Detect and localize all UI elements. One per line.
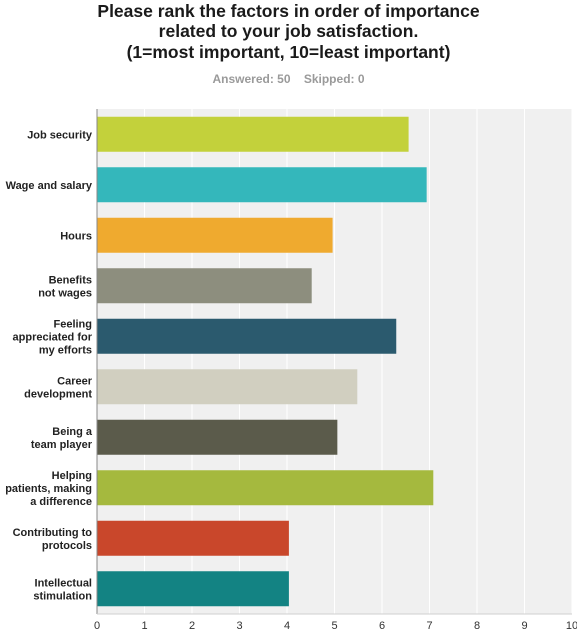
category-label-4-1: appreciated for — [13, 331, 93, 343]
bar-5 — [97, 369, 358, 405]
x-tick-label-2: 2 — [189, 620, 195, 631]
x-tick-label-8: 8 — [474, 620, 480, 631]
chart-title-line-2: related to your job satisfaction. — [158, 21, 419, 41]
x-tick-label-5: 5 — [331, 620, 337, 631]
category-label-4-2: my efforts — [39, 344, 92, 356]
category-label-1-0: Wage and salary — [6, 180, 93, 192]
bar-2 — [97, 217, 333, 253]
response-summary: Answered: 50 Skipped: 0 — [0, 72, 577, 86]
category-label-7-1: patients, making — [5, 483, 92, 495]
bar-4 — [97, 318, 397, 354]
x-tick-label-4: 4 — [284, 620, 290, 631]
x-tick-label-9: 9 — [521, 620, 527, 631]
category-label-4-0: Feeling — [53, 318, 92, 330]
category-label-5-0: Career — [57, 375, 93, 387]
bar-9 — [97, 571, 289, 607]
skipped-count: Skipped: 0 — [303, 72, 365, 86]
chart-title-line-3: (1=most important, 10=least important) — [126, 42, 451, 62]
bar-8 — [97, 520, 289, 556]
category-label-3-0: Benefits — [49, 274, 92, 286]
category-label-7-2: a difference — [30, 496, 92, 508]
x-tick-label-1: 1 — [141, 620, 147, 631]
category-label-7-0: Helping — [52, 470, 92, 482]
bar-7 — [97, 470, 434, 506]
x-tick-label-0: 0 — [94, 620, 100, 631]
answered-count: Answered: 50 — [212, 72, 291, 86]
bar-0 — [97, 116, 409, 152]
category-label-8-1: protocols — [42, 540, 92, 552]
category-label-6-1: team player — [31, 439, 93, 451]
category-label-2-0: Hours — [60, 230, 92, 242]
x-tick-label-10: 10 — [566, 620, 577, 631]
chart-title-line-1: Please rank the factors in order of impo… — [97, 1, 480, 21]
category-label-8-0: Contributing to — [13, 527, 93, 539]
category-label-0-0: Job security — [27, 129, 93, 141]
bar-1 — [97, 167, 427, 203]
category-label-5-1: development — [24, 388, 92, 400]
category-label-3-1: not wages — [38, 287, 92, 299]
x-tick-label-6: 6 — [379, 620, 385, 631]
x-tick-label-3: 3 — [236, 620, 242, 631]
bar-3 — [97, 268, 312, 304]
category-label-9-1: stimulation — [33, 590, 92, 602]
category-label-6-0: Being a — [52, 426, 93, 438]
category-label-9-0: Intellectual — [35, 577, 92, 589]
x-tick-label-7: 7 — [426, 620, 432, 631]
bar-6 — [97, 419, 338, 455]
